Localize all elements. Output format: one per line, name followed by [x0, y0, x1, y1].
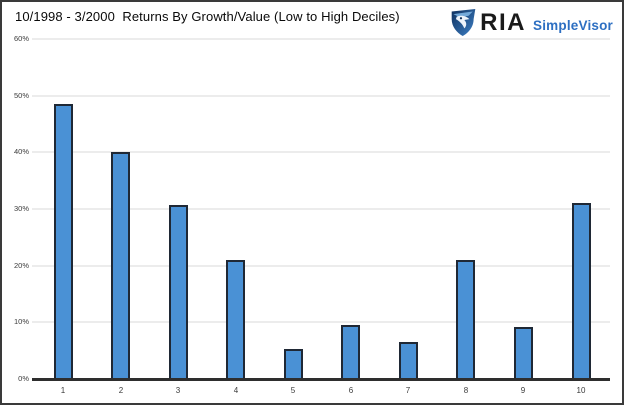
chart-title: 10/1998 - 3/2000 Returns By Growth/Value…	[15, 9, 400, 24]
bar-decile-4	[226, 260, 245, 379]
bar-decile-2	[111, 152, 130, 379]
bar-decile-1	[54, 104, 73, 379]
gridline	[32, 265, 610, 267]
x-axis-tick-label: 2	[118, 386, 124, 395]
x-axis-tick-label: 1	[60, 386, 66, 395]
y-axis-tick-label: 20%	[13, 261, 29, 270]
logo-brand-text: RIA	[480, 8, 527, 36]
gridline	[32, 151, 610, 153]
x-axis-tick-label: 10	[576, 386, 586, 395]
ria-simplevisor-logo: RIA SimpleVisor	[450, 8, 613, 37]
x-axis-tick-label: 5	[290, 386, 296, 395]
logo-product-text: SimpleVisor	[533, 17, 613, 33]
bar-decile-6	[341, 325, 360, 379]
bar-decile-5	[284, 349, 303, 379]
y-axis-tick-label: 30%	[13, 204, 29, 213]
y-axis-tick-label: 50%	[13, 91, 29, 100]
bar-decile-9	[514, 327, 533, 379]
y-axis-tick-label: 40%	[13, 147, 29, 156]
bar-decile-10	[572, 203, 591, 379]
x-axis-tick-label: 3	[175, 386, 181, 395]
x-axis-tick-label: 4	[233, 386, 239, 395]
bar-decile-7	[399, 342, 418, 379]
x-axis-tick-label: 7	[405, 386, 411, 395]
x-axis-line	[32, 378, 610, 381]
gridline	[32, 321, 610, 323]
bar-decile-3	[169, 205, 188, 379]
ria-eagle-shield-icon	[451, 9, 476, 36]
y-axis-tick-label: 60%	[13, 34, 29, 43]
bar-decile-8	[456, 260, 475, 379]
y-axis-tick-label: 0%	[18, 374, 29, 383]
x-axis-tick-label: 9	[520, 386, 526, 395]
x-axis-tick-label: 6	[348, 386, 354, 395]
y-axis-tick-label: 10%	[13, 317, 29, 326]
x-axis-tick-label: 8	[463, 386, 469, 395]
gridline	[32, 208, 610, 210]
gridline	[32, 38, 610, 40]
gridline	[32, 95, 610, 97]
